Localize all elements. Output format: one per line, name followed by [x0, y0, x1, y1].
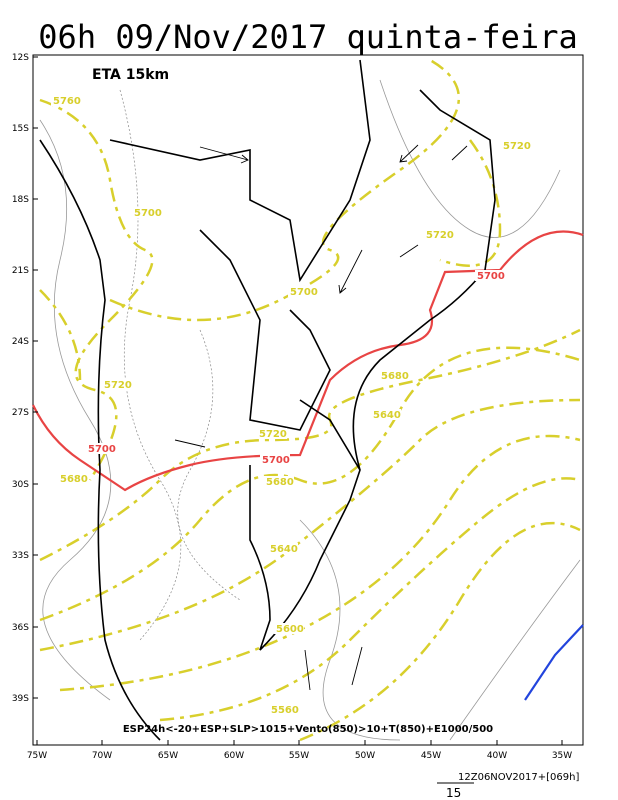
- wind-arrow: [351, 646, 363, 686]
- height-line: [159, 477, 581, 722]
- scale-label: 15: [446, 786, 461, 800]
- contour-label: 5680: [381, 371, 409, 382]
- red-5700-line: [32, 230, 584, 492]
- contour-label-bg: [424, 229, 454, 240]
- contour-label: 5700: [134, 208, 162, 219]
- lon-label: 40W: [487, 751, 507, 761]
- isobar: [449, 559, 581, 741]
- contour-label-bg: [86, 443, 116, 454]
- contour-label-bg: [257, 428, 287, 439]
- coastline: [39, 139, 161, 741]
- height-line: [39, 289, 82, 381]
- isobar: [299, 519, 401, 741]
- wind-arrow: [174, 439, 206, 448]
- contour-label: 5700: [290, 287, 318, 298]
- lat-label: 36S: [12, 623, 29, 633]
- wind-arrow: [199, 146, 249, 164]
- lat-label: 18S: [12, 195, 29, 205]
- contour-label-bg: [379, 370, 409, 381]
- contour-label-bg: [58, 473, 88, 484]
- lon-label: 65W: [158, 751, 178, 761]
- contour-label-bg: [102, 379, 132, 390]
- wind-arrow: [451, 145, 468, 161]
- contour-label: 5760: [53, 96, 81, 107]
- contour-label: 5720: [426, 230, 454, 241]
- wind-arrow: [399, 244, 419, 258]
- contour-label-bg: [274, 623, 304, 634]
- contour-label: 5720: [104, 380, 132, 391]
- height-line: [439, 139, 502, 267]
- map-frame: [32, 54, 584, 746]
- lat-label: 33S: [12, 551, 29, 561]
- contour-label: 5640: [373, 410, 401, 421]
- lat-label: 12S: [12, 53, 29, 63]
- contour-label-bg: [51, 95, 81, 106]
- temp-contour: [177, 329, 241, 601]
- model-label: ETA 15km: [92, 67, 169, 83]
- contour-label: 5700: [477, 271, 505, 282]
- lon-label: 60W: [224, 751, 244, 761]
- contour-label: 5700: [262, 455, 290, 466]
- contour-label: 5640: [270, 544, 298, 555]
- height-line: [59, 434, 581, 692]
- height-line: [39, 398, 581, 652]
- wind-arrow: [399, 144, 419, 163]
- contour-label-bg: [269, 704, 299, 715]
- lat-label: 27S: [12, 408, 29, 418]
- height-line: [299, 521, 581, 742]
- border: [109, 59, 371, 283]
- lon-label: 45W: [421, 751, 441, 761]
- contour-label: 5700: [88, 444, 116, 455]
- contour-label: 5560: [271, 705, 299, 716]
- lat-label: 30S: [12, 480, 29, 490]
- contour-label-bg: [268, 543, 298, 554]
- lat-label: 24S: [12, 337, 29, 347]
- contour-label-bg: [475, 270, 505, 281]
- title: 06h 09/Nov/2017 quinta-feira: [38, 18, 577, 56]
- isobar: [379, 79, 561, 238]
- contour-label-bg: [501, 140, 531, 151]
- wind-arrow: [338, 249, 363, 294]
- wind-arrows: [174, 144, 468, 691]
- isobar: [39, 119, 112, 701]
- contour-label: 5680: [266, 477, 294, 488]
- contour-label: 5680: [60, 474, 88, 485]
- lon-label: 70W: [92, 751, 112, 761]
- border: [299, 399, 361, 471]
- contour-label-bg: [260, 454, 290, 465]
- contour-label: 5720: [259, 429, 287, 440]
- coastlines: [39, 59, 496, 741]
- height-line: [39, 328, 581, 562]
- height-line: [109, 58, 461, 322]
- lon-label: 50W: [355, 751, 375, 761]
- lon-label: 35W: [552, 751, 572, 761]
- lat-label: 15S: [12, 124, 29, 134]
- contour-label: 5720: [503, 141, 531, 152]
- lat-label: 21S: [12, 266, 29, 276]
- geopotential-lines: [39, 58, 581, 742]
- timestamp: 12Z06NOV2017+[069h]: [458, 772, 579, 783]
- height-line: [39, 98, 154, 481]
- contour-label-bg: [371, 409, 401, 420]
- height-line: [39, 346, 581, 622]
- lon-label: 55W: [289, 751, 309, 761]
- contour-label: 5600: [276, 624, 304, 635]
- contour-label-bg: [132, 207, 162, 218]
- caption: ESP24h<-20+ESP+SLP>1015+Vento(850)>10+T(…: [123, 724, 493, 735]
- contour-label-bg: [264, 476, 294, 487]
- wind-arrow: [304, 649, 311, 691]
- lon-label: 75W: [27, 751, 47, 761]
- contour-label-bg: [288, 286, 318, 297]
- border: [199, 229, 331, 431]
- lat-label: 39S: [12, 694, 29, 704]
- blue-line: [524, 624, 584, 701]
